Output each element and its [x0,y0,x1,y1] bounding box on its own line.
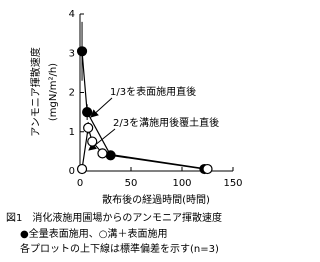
point [76,163,88,175]
annotation: 2/3を溝施用後覆土直後 [113,116,219,129]
y-tick-label: 2 [69,88,75,99]
point [82,107,93,118]
caption-note: 各プロットの上下線は標準偏差を示す(n=3) [20,242,219,255]
x-axis-label: 散布後の経過時間(時間) [102,193,210,206]
y-axis-label: アンモニア揮散速度 [29,47,42,137]
caption-title: 図1 消化液施用圃場からのアンモニア揮散速度 [6,211,222,224]
y-axis-unit: (mgN/m²/h) [48,63,59,121]
y-tick-label: 1 [69,127,75,138]
series-line [81,127,208,170]
x-tick-label: 50 [125,178,138,189]
point [202,163,213,175]
caption-legend: ●全量表面施用、○溝＋表面施用 [20,227,167,240]
y-tick-label: 3 [69,48,75,59]
point [87,136,98,147]
x-tick-label: 150 [223,178,242,189]
arrow [90,97,113,118]
point [97,148,108,159]
annotation: 1/3を表面施用直後 [110,85,196,98]
x-tick-label: 100 [172,178,191,189]
point [76,46,88,57]
y-tick-label: 4 [69,9,75,20]
x-tick-label: 0 [77,178,83,189]
chart: アンモニア揮散速度 (mgN/m²/h) 散布後の経過時間(時間) 1/3を表面… [6,9,243,255]
y-tick-label: 0 [69,166,75,177]
point [83,122,94,133]
